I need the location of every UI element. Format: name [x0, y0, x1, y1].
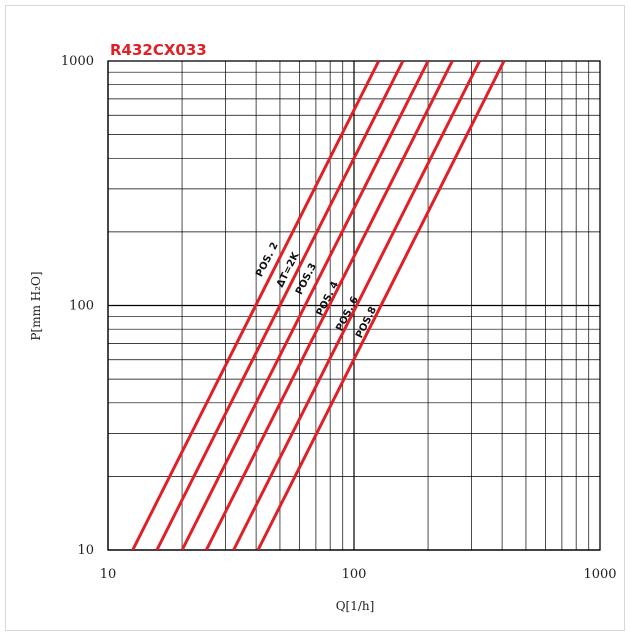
ticks: 10 100 1000 10 100 1000 [61, 54, 617, 582]
series-line [204, 61, 454, 550]
curves [131, 61, 506, 550]
series-line [180, 61, 430, 550]
curve-label: POS. 2 [254, 241, 281, 279]
y-tick-label: 1000 [61, 54, 94, 69]
chart-title: R432CX033 [110, 41, 207, 59]
y-tick-label: 100 [69, 299, 94, 314]
x-tick-label: 10 [100, 567, 117, 582]
series-line [256, 61, 506, 550]
series-line [232, 61, 481, 550]
x-tick-label: 100 [342, 567, 367, 582]
series-line [131, 61, 381, 550]
curve-label: POS. 4 [315, 280, 342, 318]
x-tick-label: 1000 [583, 567, 616, 582]
x-axis-label: Q[1/h] [336, 599, 375, 613]
plot-border [107, 60, 601, 551]
y-tick-label: 10 [77, 543, 94, 558]
y-axis-label: P[mm H₂O] [29, 271, 43, 340]
series-line [155, 61, 405, 550]
grid [107, 60, 601, 551]
